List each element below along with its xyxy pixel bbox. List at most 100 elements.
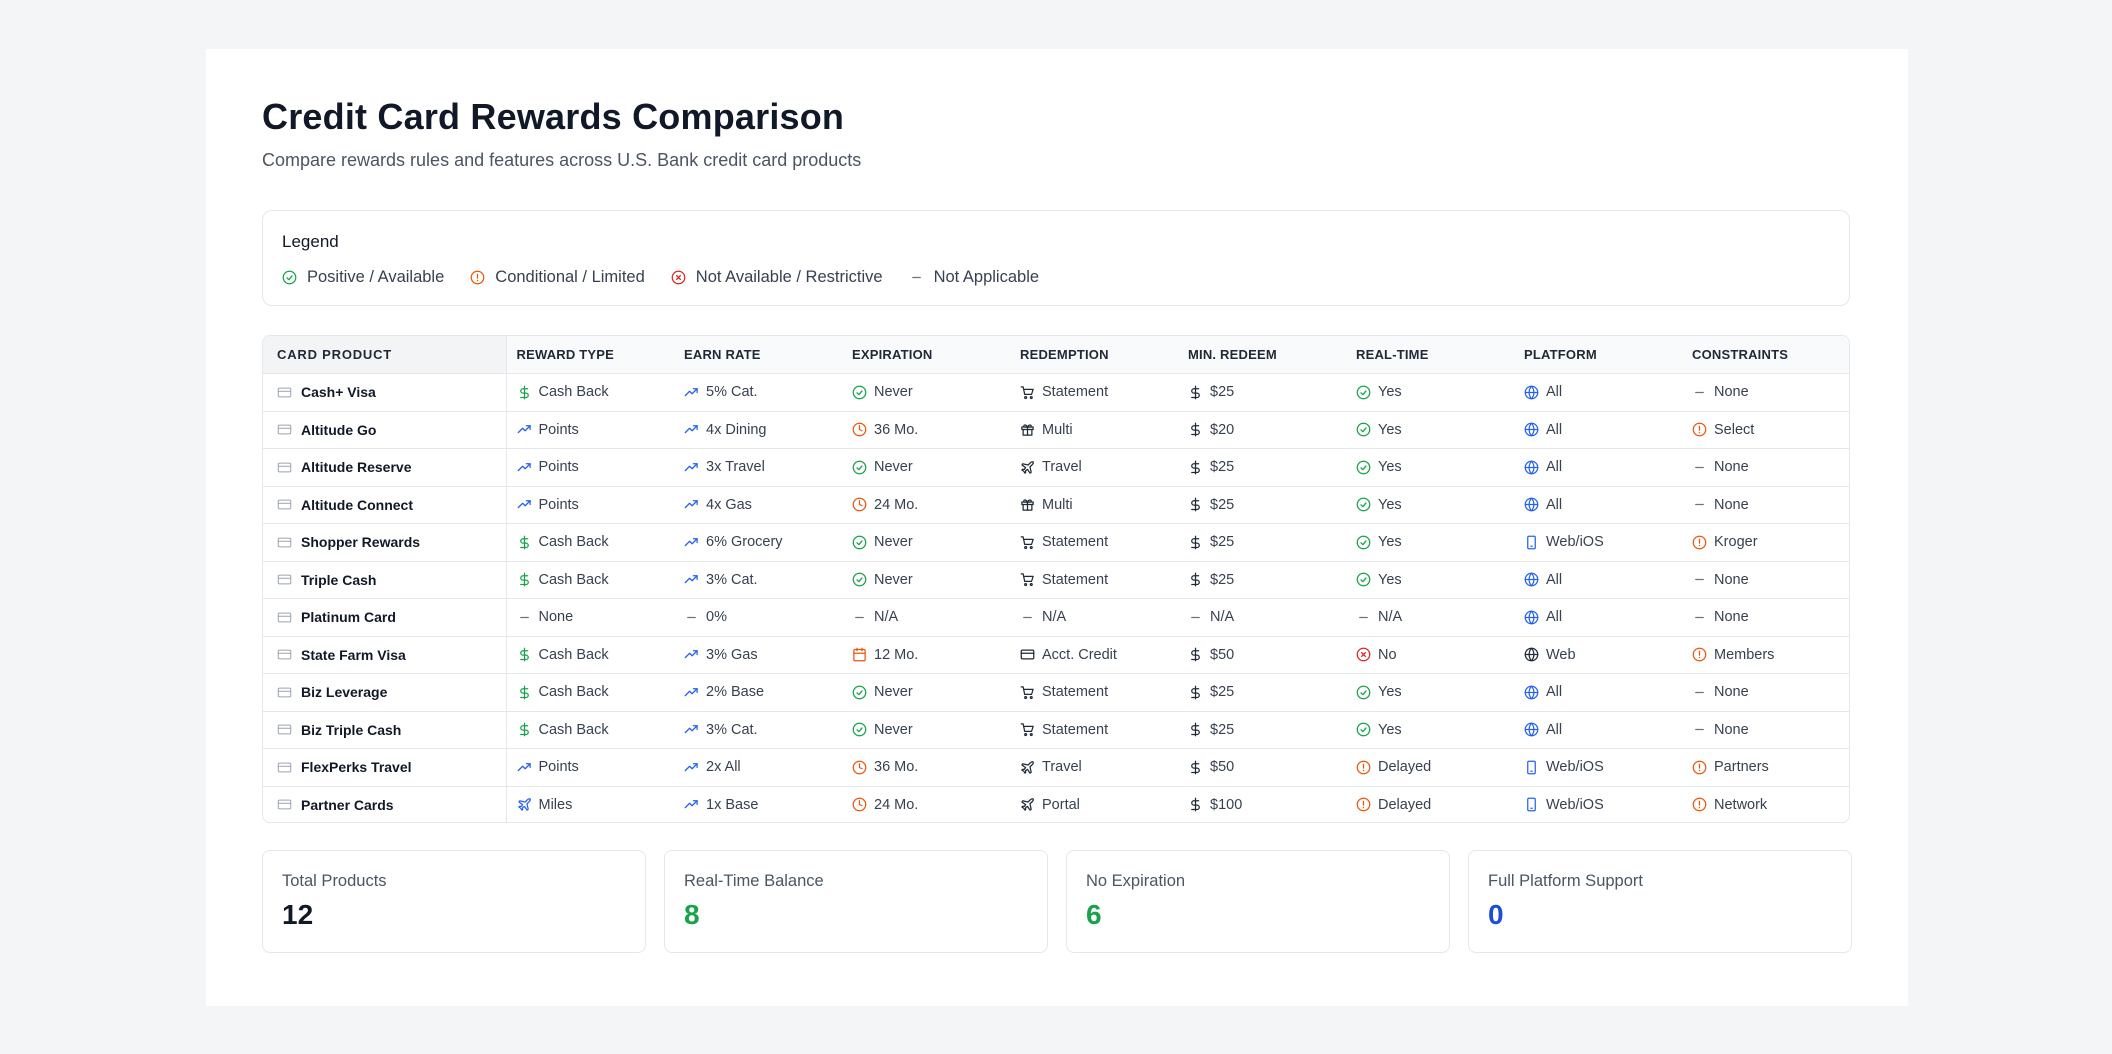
trending-up-icon — [684, 497, 699, 512]
table-cell: Never — [842, 523, 1010, 562]
column-header[interactable]: CONSTRAINTS — [1682, 336, 1849, 374]
dollar-icon — [517, 385, 532, 400]
credit-card-icon — [277, 535, 292, 550]
table-cell: 1x Base — [674, 786, 842, 822]
table-row[interactable]: FlexPerks Travel Points 2x All 36 Mo. Travel… — [263, 748, 1849, 787]
table-row[interactable]: Biz Leverage Cash Back 2% Base Never Stateme… — [263, 673, 1849, 712]
dollar-icon — [1188, 422, 1203, 437]
dash-icon — [1692, 722, 1707, 737]
table-row[interactable]: Shopper Rewards Cash Back 6% Grocery Never S… — [263, 523, 1849, 562]
cell-value: Never — [874, 384, 913, 401]
page-subtitle: Compare rewards rules and features acros… — [262, 150, 862, 170]
cell-value: Yes — [1378, 421, 1402, 438]
table-cell: Points — [506, 748, 674, 787]
credit-card-icon — [1020, 647, 1035, 662]
credit-card-icon — [277, 460, 292, 475]
cell-value: Yes — [1378, 384, 1402, 401]
trending-up-icon — [517, 760, 532, 775]
smartphone-icon — [1524, 797, 1539, 812]
table-cell: Acct. Credit — [1010, 636, 1178, 674]
cell-value: $20 — [1210, 421, 1235, 438]
table-cell: All — [1514, 598, 1682, 637]
cell-value: 2% Base — [706, 684, 765, 701]
check-circle-icon — [852, 535, 867, 550]
clock-icon — [852, 760, 867, 775]
cell-value: 24 Mo. — [874, 496, 919, 513]
column-header[interactable]: REDEMPTION — [1010, 336, 1178, 374]
cell-value: N/A — [1378, 609, 1403, 626]
cell-value: None — [1714, 496, 1749, 513]
check-circle-icon — [1356, 685, 1371, 700]
check-circle-icon — [1356, 722, 1371, 737]
column-header[interactable]: CARD PRODUCT — [263, 336, 507, 374]
table-row[interactable]: Altitude Connect Points 4x Gas 24 Mo. Multi $… — [263, 486, 1849, 524]
column-header[interactable]: EXPIRATION — [842, 336, 1010, 374]
stat-value: 12 — [282, 899, 314, 930]
card-product-cell: Platinum Card — [263, 598, 507, 637]
table-cell: Points — [506, 411, 674, 449]
stat-card: Total Products 12 — [262, 850, 646, 953]
dollar-icon — [517, 685, 532, 700]
globe-icon — [1524, 722, 1539, 737]
main-card: Credit Card Rewards Comparison Compare r… — [206, 49, 1908, 1006]
table-cell: 3% Gas — [674, 636, 842, 674]
table-cell: Portal — [1010, 786, 1178, 822]
cell-value: Points — [538, 421, 579, 438]
cell-value: None — [1714, 609, 1749, 626]
credit-card-icon — [277, 647, 292, 662]
dash-icon — [1020, 610, 1035, 625]
cell-value: Kroger — [1714, 534, 1758, 551]
column-header[interactable]: REWARD TYPE — [506, 336, 674, 374]
card-product-cell: State Farm Visa — [263, 636, 507, 674]
table-row[interactable]: Altitude Go Points 4x Dining 36 Mo. Multi $20… — [263, 411, 1849, 449]
cell-value: Web — [1546, 646, 1576, 663]
table-row[interactable]: Altitude Reserve Points 3x Travel Never Trav… — [263, 448, 1849, 487]
cell-value: All — [1546, 721, 1563, 738]
table-row[interactable]: Biz Triple Cash Cash Back 3% Cat. Never Stat… — [263, 711, 1849, 749]
card-product-name: Altitude Reserve — [301, 459, 412, 476]
table-cell: Cash Back — [506, 636, 674, 674]
column-header[interactable]: MIN. REDEEM — [1178, 336, 1346, 374]
card-product-name: Biz Leverage — [301, 684, 388, 701]
cell-value: Cash Back — [538, 571, 609, 588]
check-circle-icon — [1356, 460, 1371, 475]
trending-up-icon — [517, 460, 532, 475]
table-cell: All — [1514, 411, 1682, 449]
check-circle-icon — [282, 270, 297, 285]
table-row[interactable]: State Farm Visa Cash Back 3% Gas 12 Mo. Acct… — [263, 636, 1849, 674]
table-row[interactable]: Partner Cards Miles 1x Base 24 Mo. Portal $10… — [263, 786, 1849, 822]
table-row[interactable]: Cash+ Visa Cash Back 5% Cat. Never Statement… — [263, 373, 1849, 412]
shopping-cart-icon — [1020, 722, 1035, 737]
credit-card-icon — [277, 685, 292, 700]
column-header[interactable]: PLATFORM — [1514, 336, 1682, 374]
cell-value: 1x Base — [706, 796, 759, 813]
stat-value: 6 — [1086, 899, 1102, 930]
cell-value: 3% Cat. — [706, 571, 758, 588]
cell-value: $25 — [1210, 571, 1235, 588]
table-cell: Delayed — [1346, 748, 1514, 787]
table-cell: Yes — [1346, 486, 1514, 524]
column-header[interactable]: EARN RATE — [674, 336, 842, 374]
table-cell: None — [1682, 373, 1849, 412]
table-cell: Cash Back — [506, 561, 674, 599]
card-product-cell: Biz Leverage — [263, 673, 507, 712]
table-row[interactable]: Platinum Card None 0% N/A N/A N/A N/A All None — [263, 598, 1849, 637]
table-row[interactable]: Triple Cash Cash Back 3% Cat. Never Statemen… — [263, 561, 1849, 599]
cell-value: Yes — [1378, 496, 1402, 513]
credit-card-icon — [277, 722, 292, 737]
cell-value: Cash Back — [538, 721, 609, 738]
cell-value: 3x Travel — [706, 459, 765, 476]
table-cell: $100 — [1178, 786, 1346, 822]
cell-value: 0% — [706, 609, 727, 626]
table-cell: 2x All — [674, 748, 842, 787]
credit-card-icon — [277, 760, 292, 775]
column-header[interactable]: REAL-TIME — [1346, 336, 1514, 374]
cell-value: Never — [874, 534, 913, 551]
cell-value: N/A — [1042, 609, 1067, 626]
table-cell: Members — [1682, 636, 1849, 674]
cell-value: Delayed — [1378, 759, 1432, 776]
stat-label: Full Platform Support — [1488, 872, 1643, 890]
table-cell: Network — [1682, 786, 1849, 822]
table-cell: $20 — [1178, 411, 1346, 449]
table-cell: Never — [842, 448, 1010, 487]
